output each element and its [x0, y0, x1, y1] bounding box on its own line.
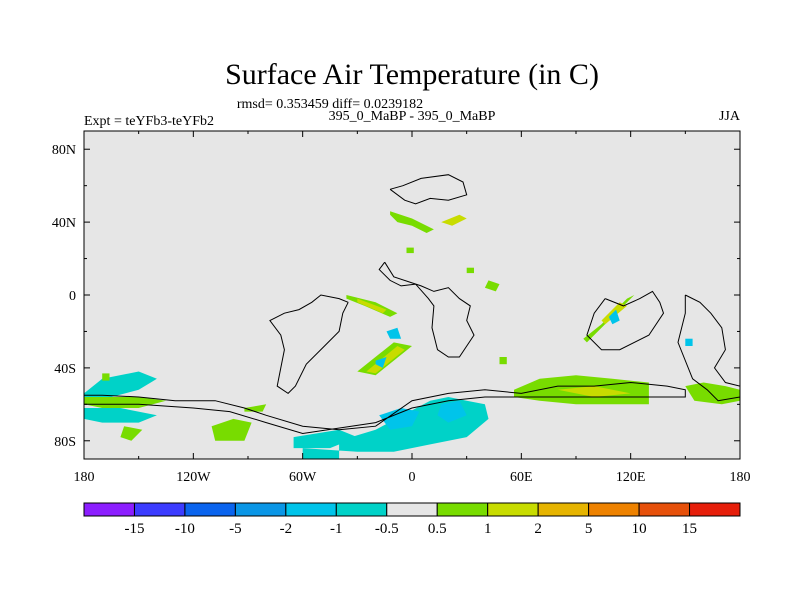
anomaly-patch: [84, 408, 157, 423]
anomaly-patch: [357, 298, 387, 314]
anomaly-patch: [120, 426, 143, 441]
colorbar-swatch: [335, 502, 388, 517]
anomaly-patch: [102, 373, 110, 381]
season-label: JJA: [719, 109, 741, 124]
colorbar-swatch: [487, 502, 539, 517]
coastline: [586, 290, 665, 351]
anomaly-patch: [375, 357, 387, 368]
colorbar-label: -5: [229, 521, 242, 537]
figure-title: Surface Air Temperature (in C): [225, 58, 599, 91]
x-tick-label: 60W: [289, 470, 317, 485]
colorbar-label: -15: [124, 521, 144, 537]
coastline: [677, 294, 740, 402]
coastline: [378, 261, 475, 358]
colorbar-label: 15: [682, 521, 697, 537]
colorbar-swatch: [436, 502, 489, 517]
anomaly-patch: [437, 400, 467, 423]
anomaly-patch: [211, 418, 252, 441]
y-tick-label: 80N: [52, 143, 76, 158]
anomaly-patch: [379, 408, 420, 430]
anomaly-patch: [608, 309, 620, 325]
colorbar-swatch: [638, 502, 691, 517]
colorbar-label: 1: [484, 521, 492, 537]
colorbar-swatch: [386, 502, 438, 517]
map-background: [84, 131, 740, 459]
anomaly-patch: [557, 386, 631, 397]
anomaly-patch: [293, 429, 358, 449]
colorbar-label: -1: [330, 521, 343, 537]
coastline: [84, 381, 686, 435]
colorbar-swatch: [83, 502, 135, 517]
anomaly-patch: [499, 357, 507, 365]
coastlines: [84, 174, 740, 435]
period-label: 395_0_MaBP - 395_0_MaBP: [329, 109, 496, 124]
anomaly-patch: [386, 327, 402, 339]
anomaly-patch: [466, 267, 474, 274]
colorbar-swatch: [133, 502, 186, 517]
colorbar-label: 0.5: [428, 521, 447, 537]
colorbar: -15 -10 -5 -2 -1 -0.5 0.5 1 2 5 10 15: [83, 502, 741, 537]
x-tick-label: 0: [409, 470, 416, 485]
colorbar-label: 5: [585, 521, 593, 537]
y-tick-label: 40S: [54, 362, 76, 377]
colorbar-label: -2: [280, 521, 293, 537]
colorbar-label: -10: [175, 521, 195, 537]
map-panel: 180 120W 60W 0 60E 120E 180 80N 40N 0 40S 80S: [52, 130, 751, 485]
coastline: [389, 174, 468, 205]
colorbar-label: 2: [534, 521, 542, 537]
x-tick-label: 60E: [510, 470, 533, 485]
anomaly-patch: [484, 280, 500, 292]
colorbar-swatch: [285, 502, 337, 517]
colorbar-label: -0.5: [375, 521, 399, 537]
x-tick-label: 180: [74, 470, 95, 485]
stats-line: rmsd= 0.353459 diff= 0.0239182: [237, 97, 423, 112]
y-tick-label: 40N: [52, 216, 76, 231]
colorbar-swatch: [537, 502, 590, 517]
y-tick-label: 0: [69, 289, 76, 304]
colorbar-label: 10: [632, 521, 647, 537]
colorbar-swatch: [184, 502, 236, 517]
colorbar-swatch: [234, 502, 287, 517]
colorbar-swatch: [689, 502, 741, 517]
anomaly-patch: [390, 211, 434, 233]
colorbar-swatch: [588, 502, 640, 517]
anomaly-patch: [406, 247, 414, 254]
x-tick-label: 120W: [176, 470, 211, 485]
experiment-label: Expt = teYFb3-teYFb2: [84, 114, 214, 129]
x-tick-label: 120E: [616, 470, 646, 485]
x-tick-label: 180: [730, 470, 751, 485]
y-tick-label: 80S: [54, 435, 76, 450]
y-axis-ticks: 80N 40N 0 40S 80S: [52, 143, 740, 450]
anomaly-patch: [441, 214, 467, 226]
anomaly-patch: [685, 338, 693, 346]
coastline: [269, 294, 349, 395]
x-axis-ticks: 180 120W 60W 0 60E 120E 180: [74, 131, 751, 485]
